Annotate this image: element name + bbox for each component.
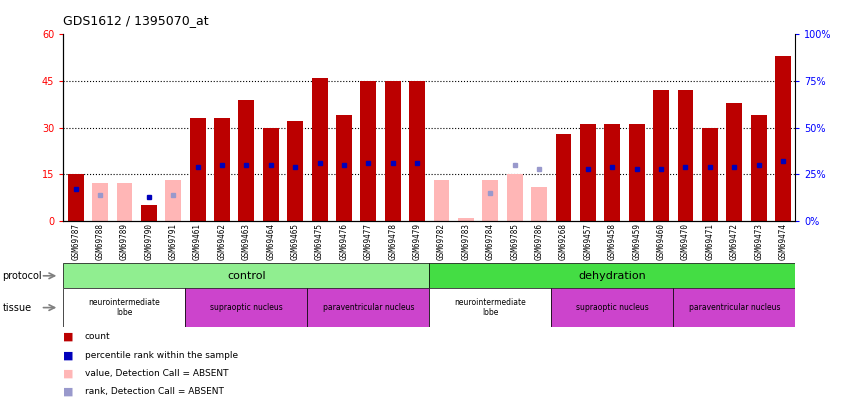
Bar	[434, 180, 449, 221]
Bar	[458, 217, 474, 221]
Bar	[63, 263, 429, 288]
Text: GSM69475: GSM69475	[315, 223, 324, 260]
Bar	[68, 174, 84, 221]
Bar	[385, 81, 401, 221]
Bar	[263, 128, 278, 221]
Bar	[190, 118, 206, 221]
Text: GSM69472: GSM69472	[730, 223, 739, 260]
Bar	[556, 134, 571, 221]
Text: GSM69473: GSM69473	[754, 223, 763, 260]
Text: GSM69788: GSM69788	[96, 223, 105, 260]
Bar	[482, 180, 498, 221]
Text: neurointermediate
lobe: neurointermediate lobe	[454, 298, 526, 317]
Text: value, Detection Call = ABSENT: value, Detection Call = ABSENT	[85, 369, 228, 378]
Text: GSM69782: GSM69782	[437, 223, 446, 260]
Text: rank, Detection Call = ABSENT: rank, Detection Call = ABSENT	[85, 387, 223, 396]
Bar	[429, 263, 795, 288]
Text: paraventricular nucleus: paraventricular nucleus	[322, 303, 414, 312]
Bar	[775, 56, 791, 221]
Text: GSM69785: GSM69785	[510, 223, 519, 260]
Text: GSM69477: GSM69477	[364, 223, 373, 260]
Text: GSM69458: GSM69458	[607, 223, 617, 260]
Text: GSM69460: GSM69460	[656, 223, 666, 260]
Text: supraoptic nucleus: supraoptic nucleus	[210, 303, 283, 312]
Bar	[552, 288, 673, 327]
Bar	[653, 90, 669, 221]
Bar	[165, 180, 181, 221]
Text: count: count	[85, 333, 110, 341]
Text: GSM69457: GSM69457	[584, 223, 592, 260]
Text: ■: ■	[63, 387, 74, 396]
Text: supraoptic nucleus: supraoptic nucleus	[576, 303, 649, 312]
Bar	[750, 115, 766, 221]
Text: GSM69268: GSM69268	[559, 223, 568, 260]
Bar	[429, 288, 552, 327]
Text: ■: ■	[63, 350, 74, 360]
Text: GSM69465: GSM69465	[291, 223, 299, 260]
Text: GSM69479: GSM69479	[413, 223, 421, 260]
Text: GSM69459: GSM69459	[632, 223, 641, 260]
Text: GSM69463: GSM69463	[242, 223, 251, 260]
Bar	[629, 124, 645, 221]
Bar	[360, 81, 376, 221]
Text: GSM69471: GSM69471	[706, 223, 714, 260]
Text: GSM69790: GSM69790	[145, 223, 153, 260]
Text: ■: ■	[63, 369, 74, 378]
Text: GSM69461: GSM69461	[193, 223, 202, 260]
Text: protocol: protocol	[3, 271, 42, 281]
Bar	[507, 174, 523, 221]
Text: GSM69783: GSM69783	[461, 223, 470, 260]
Text: ■: ■	[63, 332, 74, 342]
Bar	[678, 90, 694, 221]
Text: tissue: tissue	[3, 303, 31, 313]
Bar	[531, 187, 547, 221]
Text: GSM69784: GSM69784	[486, 223, 495, 260]
Bar	[141, 205, 157, 221]
Bar	[336, 115, 352, 221]
Bar	[185, 288, 307, 327]
Text: GSM69470: GSM69470	[681, 223, 690, 260]
Bar	[239, 100, 255, 221]
Text: GSM69476: GSM69476	[339, 223, 349, 260]
Bar	[409, 81, 425, 221]
Bar	[727, 103, 742, 221]
Bar	[702, 128, 717, 221]
Text: dehydration: dehydration	[579, 271, 646, 281]
Bar	[580, 124, 596, 221]
Text: percentile rank within the sample: percentile rank within the sample	[85, 351, 238, 360]
Bar	[604, 124, 620, 221]
Bar	[307, 288, 429, 327]
Text: GSM69791: GSM69791	[168, 223, 178, 260]
Bar	[288, 122, 303, 221]
Bar	[673, 288, 795, 327]
Text: GSM69474: GSM69474	[778, 223, 788, 260]
Text: GSM69478: GSM69478	[388, 223, 398, 260]
Text: GSM69786: GSM69786	[535, 223, 544, 260]
Bar	[117, 183, 132, 221]
Bar	[214, 118, 230, 221]
Text: neurointermediate
lobe: neurointermediate lobe	[89, 298, 160, 317]
Text: GDS1612 / 1395070_at: GDS1612 / 1395070_at	[63, 14, 209, 27]
Bar	[92, 183, 108, 221]
Text: GSM69787: GSM69787	[71, 223, 80, 260]
Text: GSM69789: GSM69789	[120, 223, 129, 260]
Text: GSM69464: GSM69464	[266, 223, 275, 260]
Text: paraventricular nucleus: paraventricular nucleus	[689, 303, 780, 312]
Bar	[63, 288, 185, 327]
Bar	[311, 78, 327, 221]
Text: control: control	[227, 271, 266, 281]
Text: GSM69462: GSM69462	[217, 223, 227, 260]
